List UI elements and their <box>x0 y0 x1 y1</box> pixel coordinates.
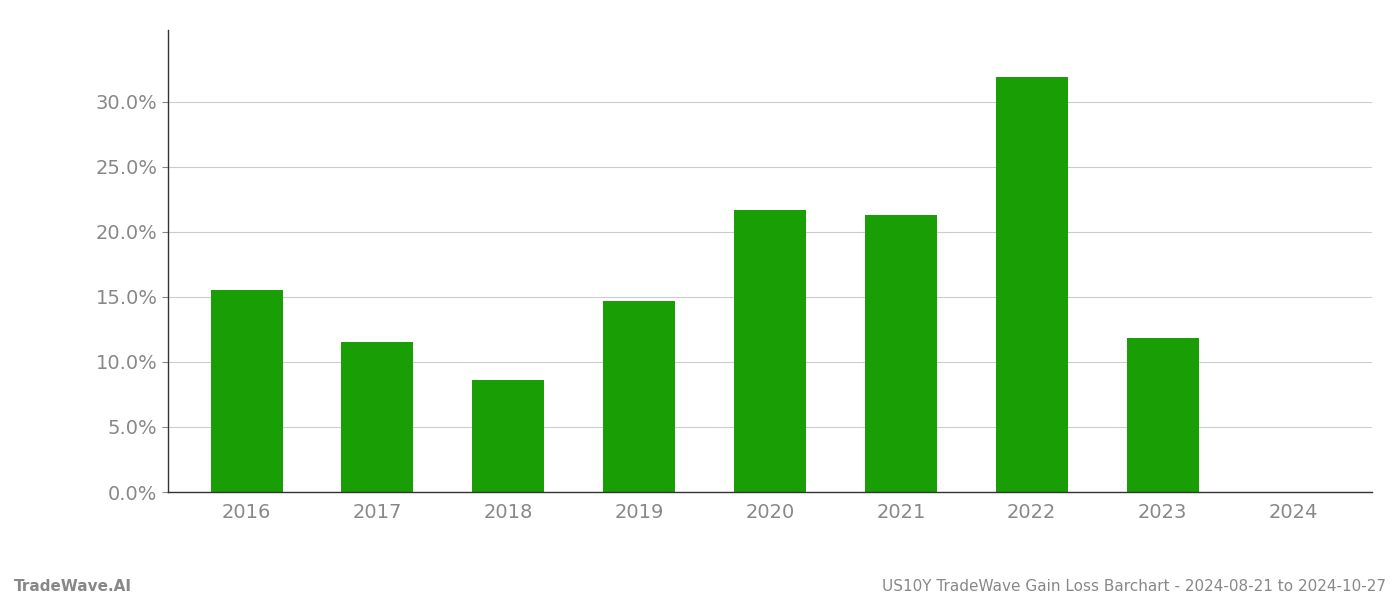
Bar <box>1127 338 1198 492</box>
Bar <box>995 77 1068 492</box>
Text: TradeWave.AI: TradeWave.AI <box>14 579 132 594</box>
Bar <box>865 215 937 492</box>
Text: US10Y TradeWave Gain Loss Barchart - 2024-08-21 to 2024-10-27: US10Y TradeWave Gain Loss Barchart - 202… <box>882 579 1386 594</box>
Bar <box>472 380 545 492</box>
Bar <box>734 209 806 492</box>
Bar <box>342 343 413 492</box>
Bar <box>603 301 675 492</box>
Bar <box>210 290 283 492</box>
